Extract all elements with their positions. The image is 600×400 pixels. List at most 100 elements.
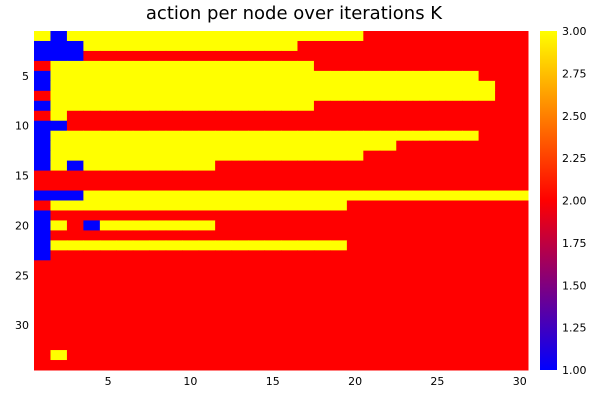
heatmap-cell — [66, 90, 84, 102]
x-axis-ticks: 5 10 15 20 25 30 — [105, 375, 527, 388]
heatmap-cell — [462, 50, 480, 62]
heatmap-cell — [231, 210, 249, 221]
heatmap-cell — [34, 340, 51, 351]
heatmap-cell — [495, 330, 513, 341]
heatmap-cell — [445, 100, 463, 112]
heatmap-cell — [379, 250, 397, 261]
heatmap-cell — [66, 350, 84, 361]
heatmap-cell — [215, 60, 233, 72]
heatmap-cell — [116, 140, 134, 152]
heatmap-cell — [511, 280, 529, 291]
heatmap-cell — [198, 150, 216, 162]
heatmap-cell — [83, 40, 101, 52]
heatmap-cell — [346, 80, 364, 92]
heatmap-cell — [313, 260, 331, 271]
heatmap-cell — [248, 60, 266, 72]
heatmap-cell — [511, 240, 529, 251]
heatmap-cell — [429, 40, 447, 52]
heatmap-cell — [379, 31, 397, 42]
heatmap-cell — [198, 40, 216, 52]
heatmap-cell — [297, 290, 315, 301]
heatmap-cell — [511, 250, 529, 261]
heatmap-cell — [132, 140, 150, 152]
heatmap-cell — [396, 120, 414, 132]
heatmap-cell — [149, 50, 167, 62]
heatmap-cell — [412, 200, 430, 211]
heatmap-cell — [264, 31, 282, 42]
heatmap-cell — [281, 40, 298, 52]
heatmap-cell — [34, 200, 51, 211]
heatmap-cell — [330, 140, 348, 152]
heatmap-cell — [281, 120, 298, 132]
heatmap-cell — [297, 60, 315, 72]
heatmap-cell — [165, 100, 183, 112]
heatmap-cell — [281, 350, 298, 361]
heatmap-cell — [495, 70, 513, 82]
heatmap-cell — [363, 190, 381, 201]
heatmap-cell — [215, 330, 233, 341]
heatmap-cell — [346, 100, 364, 112]
heatmap-cell — [248, 130, 266, 142]
heatmap-cell — [511, 31, 529, 42]
heatmap-cell — [511, 230, 529, 241]
heatmap-cell — [462, 140, 480, 152]
heatmap-cell — [363, 240, 381, 251]
heatmap-cell — [50, 350, 68, 361]
heatmap-cell — [264, 360, 282, 371]
heatmap-cell — [429, 280, 447, 291]
heatmap-cell — [99, 280, 117, 291]
heatmap-cell — [264, 210, 282, 221]
heatmap-cell — [297, 330, 315, 341]
heatmap-cell — [66, 230, 84, 241]
heatmap-cell — [330, 190, 348, 201]
heatmap-cell — [330, 290, 348, 301]
heatmap-cell — [50, 31, 68, 42]
heatmap-cell — [396, 60, 414, 72]
heatmap-cell — [66, 290, 84, 301]
heatmap-cell — [330, 90, 348, 102]
heatmap-cell — [396, 310, 414, 321]
heatmap-cell — [478, 350, 496, 361]
heatmap-cell — [264, 350, 282, 361]
heatmap-cell — [281, 190, 298, 201]
heatmap-cell — [231, 320, 249, 331]
heatmap-cell — [363, 110, 381, 122]
heatmap-cell — [132, 150, 150, 162]
heatmap-cell — [330, 350, 348, 361]
heatmap-cell — [34, 260, 51, 271]
heatmap-cell — [313, 310, 331, 321]
heatmap-cell — [297, 100, 315, 112]
heatmap-cell — [182, 80, 200, 92]
heatmap-cell — [99, 350, 117, 361]
heatmap-cell — [330, 220, 348, 231]
heatmap-cell — [83, 190, 101, 201]
heatmap-cell — [116, 150, 134, 162]
heatmap-cell — [478, 320, 496, 331]
heatmap-cell — [462, 210, 480, 221]
y-tick-label: 25 — [15, 269, 29, 282]
heatmap-cell — [412, 130, 430, 142]
heatmap-cell — [182, 210, 200, 221]
heatmap-cell — [281, 110, 298, 122]
heatmap-cell — [495, 340, 513, 351]
heatmap-cell — [116, 170, 134, 182]
heatmap-cell — [396, 160, 414, 172]
heatmap-cell — [50, 310, 68, 321]
heatmap-cell — [50, 240, 68, 251]
heatmap-cell — [149, 220, 167, 231]
heatmap-cell — [330, 230, 348, 241]
heatmap-cell — [215, 90, 233, 102]
heatmap-cell — [149, 80, 167, 92]
heatmap-cell — [396, 150, 414, 162]
heatmap-cell — [511, 80, 529, 92]
heatmap-cell — [495, 200, 513, 211]
heatmap-cell — [462, 220, 480, 231]
heatmap-cell — [462, 110, 480, 122]
heatmap-cell — [429, 220, 447, 231]
heatmap-cell — [429, 310, 447, 321]
y-tick-label: 30 — [15, 319, 29, 332]
heatmap-cell — [379, 100, 397, 112]
heatmap-cell — [66, 210, 84, 221]
heatmap-cell — [495, 220, 513, 231]
